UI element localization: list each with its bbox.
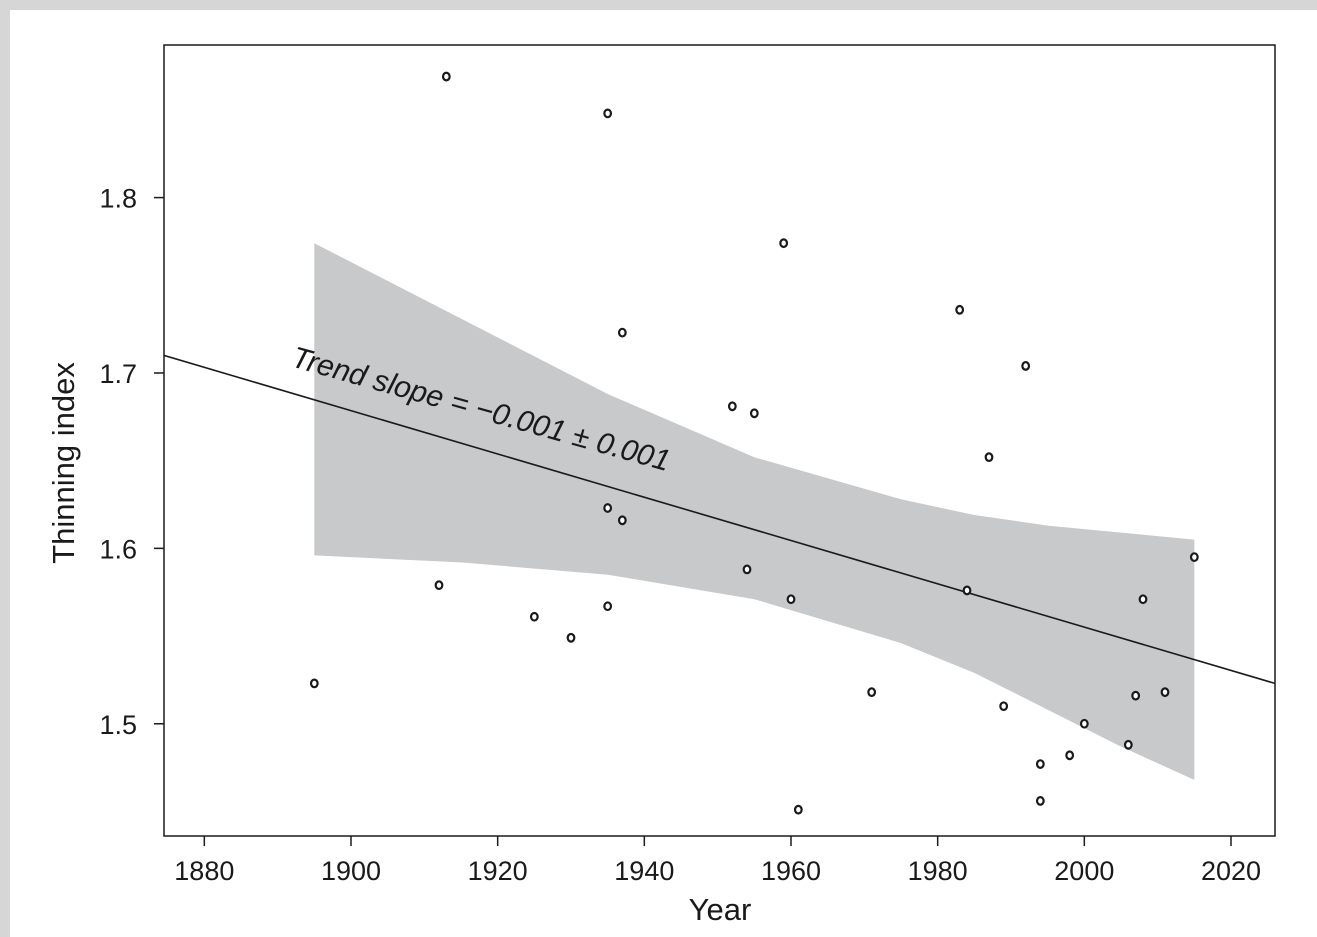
- y-tick-label: 1.6: [99, 534, 137, 564]
- data-point: [1065, 750, 1075, 761]
- data-point: [1035, 759, 1045, 769]
- x-tick-label: 1960: [761, 856, 821, 886]
- data-point: [779, 238, 789, 249]
- data-point: [1079, 718, 1089, 729]
- plot-area-border: [163, 44, 1276, 837]
- confidence-band: [314, 243, 1195, 780]
- data-point: [1123, 739, 1133, 750]
- y-axis: 1.5 1.6 1.7 1.8: [99, 184, 164, 740]
- trend-line: [164, 354, 1275, 685]
- data-point: [566, 632, 576, 643]
- data-point: [999, 701, 1009, 712]
- x-tick-label: 2000: [1054, 856, 1114, 886]
- data-point: [867, 687, 877, 698]
- x-tick-label: 1980: [908, 856, 968, 886]
- data-point: [1160, 687, 1170, 698]
- data-point: [793, 804, 803, 815]
- data-point: [441, 71, 451, 82]
- data-point: [603, 503, 613, 513]
- data-point: [962, 585, 972, 596]
- x-tick-label: 1920: [468, 856, 528, 886]
- data-point: [1189, 552, 1199, 563]
- x-axis-title: Year: [689, 892, 752, 927]
- data-point: [603, 108, 613, 119]
- x-tick-label: 1880: [174, 856, 234, 886]
- data-point: [984, 452, 994, 463]
- data-point: [309, 678, 319, 689]
- y-tick-label: 1.7: [99, 359, 137, 389]
- data-point: [529, 611, 539, 622]
- y-tick-label: 1.5: [99, 710, 137, 740]
- x-axis: 1880 1900 1920 1940 1960 1980 2000 2020: [174, 836, 1261, 886]
- data-point: [1021, 361, 1031, 371]
- data-point: [742, 564, 752, 575]
- data-point: [603, 601, 613, 612]
- y-axis-title: Thinning index: [46, 362, 81, 564]
- data-point: [955, 304, 965, 315]
- data-point: [786, 594, 796, 605]
- data-point: [434, 580, 444, 591]
- data-point: [617, 327, 627, 338]
- data-point: [1035, 796, 1045, 806]
- data-point: [727, 401, 737, 412]
- data-point: [1131, 690, 1141, 701]
- data-point: [617, 515, 627, 526]
- x-tick-label: 1940: [614, 856, 674, 886]
- x-tick-label: 2020: [1201, 856, 1261, 886]
- x-tick-label: 1900: [321, 856, 381, 886]
- data-point: [1138, 594, 1148, 605]
- data-point: [749, 408, 759, 419]
- y-tick-label: 1.8: [99, 184, 137, 214]
